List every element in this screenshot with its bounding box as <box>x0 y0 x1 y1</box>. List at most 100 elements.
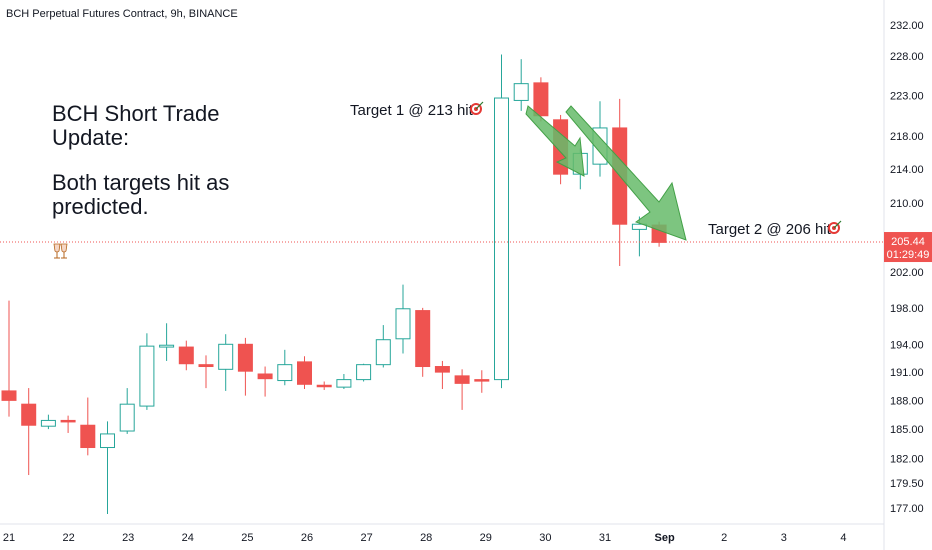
candle-body <box>434 366 450 373</box>
time-tick-label: 25 <box>241 532 253 544</box>
price-tick-label: 177.00 <box>890 503 924 515</box>
candle-body <box>316 384 332 388</box>
candle[interactable] <box>415 307 431 377</box>
candle[interactable] <box>494 54 509 389</box>
candle-body <box>395 308 411 340</box>
candle-body <box>119 403 135 432</box>
price-tick-label: 179.50 <box>890 478 924 490</box>
candle[interactable] <box>513 59 529 111</box>
candle[interactable] <box>119 388 135 434</box>
price-tick-label: 210.00 <box>890 198 924 210</box>
time-tick-label: 4 <box>840 532 846 544</box>
candle-body <box>178 346 194 365</box>
candle[interactable] <box>218 334 234 391</box>
candle[interactable] <box>375 325 391 368</box>
candle-body <box>375 339 391 366</box>
candle-body <box>100 433 115 449</box>
candle[interactable] <box>100 421 115 515</box>
price-tick-label: 214.00 <box>890 164 924 176</box>
time-tick-label: 31 <box>599 532 611 544</box>
candle-body <box>297 361 312 385</box>
candle-body <box>454 375 470 384</box>
price-tick-label: 191.00 <box>890 367 924 379</box>
time-tick-label: 26 <box>301 532 313 544</box>
arrow-target-2[interactable] <box>565 105 687 241</box>
time-tick-label: 28 <box>420 532 432 544</box>
candle[interactable] <box>277 349 293 386</box>
candle-body <box>139 345 155 407</box>
last-price-badge: 205.44 01:29:49 <box>884 232 932 263</box>
target-2-direct-hit-icon <box>828 220 842 234</box>
candle[interactable] <box>336 373 352 390</box>
target-2-label[interactable]: Target 2 @ 206 hit <box>708 221 832 238</box>
price-tick-label: 232.00 <box>890 20 924 32</box>
price-tick-label: 182.00 <box>890 453 924 465</box>
candle[interactable] <box>434 360 450 390</box>
candle-body <box>356 364 372 381</box>
price-tick-label: 185.00 <box>890 424 924 436</box>
time-axis[interactable]: 21 22 23 24 25 26 27 28 29 30 31 Sep 2 3 4 <box>3 532 847 544</box>
candle-body <box>1 390 17 401</box>
price-tick-label: 223.00 <box>890 91 924 103</box>
candle-body <box>474 379 490 382</box>
candle[interactable] <box>178 340 194 371</box>
time-tick-label: 22 <box>62 532 74 544</box>
time-tick-label: 21 <box>3 532 15 544</box>
candle-body <box>40 419 56 427</box>
candle-body <box>336 379 352 388</box>
candle[interactable] <box>356 363 372 382</box>
price-tick-label: 198.00 <box>890 303 924 315</box>
candle[interactable] <box>21 388 37 476</box>
annotation-line-2[interactable]: Update: <box>52 125 129 150</box>
candle[interactable] <box>1 300 17 417</box>
price-tick-label: 228.00 <box>890 51 924 63</box>
annotation-line-4[interactable]: Both targets hit as <box>52 170 229 195</box>
candle-body <box>237 343 253 372</box>
time-tick-label: 3 <box>781 532 787 544</box>
candle[interactable] <box>139 333 155 410</box>
candle-body <box>159 344 175 348</box>
candle-body <box>277 364 293 382</box>
candle-body <box>513 83 529 101</box>
candle[interactable] <box>159 323 175 361</box>
annotation-line-5[interactable]: predicted. <box>52 194 149 219</box>
clinking-glasses-icon <box>53 243 68 259</box>
time-tick-label: 23 <box>122 532 134 544</box>
price-axis[interactable]: 232.00228.00223.00218.00214.00210.00206.… <box>890 20 924 515</box>
last-price-value: 205.44 <box>891 236 925 248</box>
candle-body <box>60 419 76 423</box>
price-tick-label: 218.00 <box>890 131 924 143</box>
candle-body <box>80 424 96 449</box>
candle[interactable] <box>40 414 56 430</box>
candle[interactable] <box>474 370 490 393</box>
candle[interactable] <box>60 415 76 433</box>
candle[interactable] <box>533 77 549 122</box>
candle[interactable] <box>316 381 332 390</box>
candle[interactable] <box>198 355 214 389</box>
candle[interactable] <box>297 356 312 390</box>
time-tick-label: 30 <box>539 532 551 544</box>
candle[interactable] <box>257 366 273 397</box>
candle[interactable] <box>80 397 96 456</box>
arrow-target-1[interactable] <box>525 105 585 177</box>
candle-body <box>415 310 431 368</box>
annotation-line-1[interactable]: BCH Short Trade <box>52 101 220 126</box>
chart-title: BCH Perpetual Futures Contract, 9h, BINA… <box>6 8 238 20</box>
time-tick-label: Sep <box>655 532 675 544</box>
target-1-direct-hit-icon <box>470 101 484 115</box>
bar-countdown: 01:29:49 <box>887 249 930 261</box>
price-tick-label: 194.00 <box>890 339 924 351</box>
candle[interactable] <box>454 369 470 410</box>
candle-body <box>198 364 214 368</box>
price-tick-label: 202.00 <box>890 267 924 279</box>
candle-body <box>218 343 234 370</box>
time-tick-label: 29 <box>480 532 492 544</box>
candle-body <box>494 97 509 381</box>
target-1-label[interactable]: Target 1 @ 213 hit <box>350 102 474 119</box>
candle-body <box>257 373 273 380</box>
time-tick-label: 27 <box>360 532 372 544</box>
time-tick-label: 2 <box>721 532 727 544</box>
candle[interactable] <box>237 337 253 396</box>
candle[interactable] <box>395 284 411 354</box>
